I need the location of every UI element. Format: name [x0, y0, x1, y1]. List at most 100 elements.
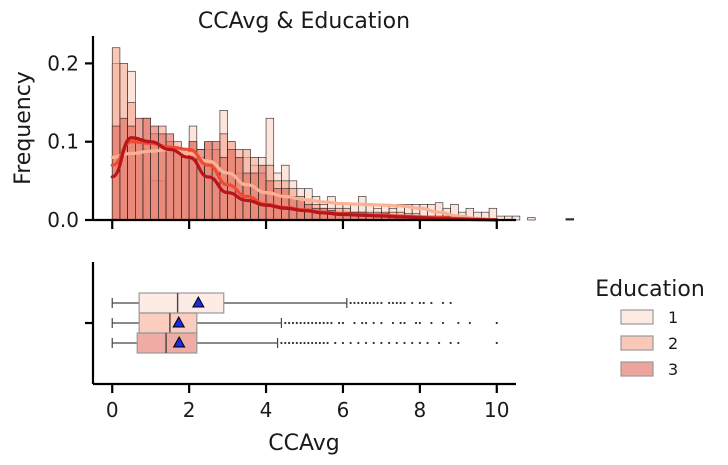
outlier-point — [418, 341, 421, 345]
legend-label: 2 — [668, 334, 678, 353]
outlier-point — [322, 321, 325, 325]
box-iqr — [136, 332, 198, 354]
outlier-point — [311, 321, 314, 325]
outlier-point — [326, 341, 329, 345]
outlier-point — [403, 341, 406, 345]
outlier-point — [299, 341, 302, 345]
chart-title: CCAvg & Education — [198, 9, 410, 34]
x-tick-label: 0 — [106, 398, 119, 422]
outlier-point — [391, 321, 395, 325]
legend-title: Education — [595, 277, 705, 302]
kde-line-3 — [110, 136, 499, 222]
outlier-point — [395, 301, 398, 305]
boxplot-axes: 0 2 4 6 8 10 — [85, 262, 516, 422]
outlier-point — [380, 301, 383, 305]
outlier-point — [291, 321, 295, 325]
outlier-point — [457, 341, 460, 345]
histogram-bar — [135, 117, 144, 221]
outlier-point — [430, 301, 433, 305]
outlier-point — [399, 321, 402, 325]
legend-entry-3: 3 — [620, 360, 678, 379]
outlier-point — [426, 341, 429, 345]
outlier-point — [322, 341, 325, 345]
y-tick-label: 0.2 — [47, 51, 79, 75]
outlier-point — [495, 321, 498, 325]
outlier-point — [372, 341, 375, 345]
outlier-point — [391, 301, 395, 305]
box-iqr — [138, 312, 198, 334]
outlier-point — [341, 321, 345, 325]
outlier-point — [338, 321, 341, 325]
outlier-point — [395, 341, 398, 345]
outlier-point — [303, 341, 306, 345]
x-tick-label: 8 — [413, 398, 426, 422]
outlier-point — [457, 321, 460, 325]
histogram-axes: 0.0 0.1 0.2 — [47, 36, 516, 232]
outlier-point — [291, 341, 295, 345]
outlier-point — [495, 341, 498, 345]
outlier-point — [441, 321, 445, 325]
legend-entry-2: 2 — [620, 334, 678, 353]
outlier-point — [307, 341, 310, 345]
y-axis-label: Frequency — [11, 71, 36, 185]
histogram-bar — [181, 157, 190, 221]
histogram-bar — [119, 117, 128, 221]
outlier-point — [364, 321, 368, 325]
mean-marker — [172, 335, 186, 348]
outlier-point — [411, 301, 414, 305]
outlier-point — [326, 321, 329, 325]
outlier-point — [449, 301, 452, 305]
legend-label: 3 — [668, 360, 678, 379]
histogram-bar — [150, 125, 159, 221]
boxplot-3 — [111, 332, 498, 354]
histogram-bar — [265, 180, 275, 221]
outlier-point — [388, 341, 391, 345]
histogram-bar — [173, 149, 182, 221]
outlier-point — [364, 341, 368, 345]
outlier-point — [372, 321, 375, 325]
outlier-point — [353, 321, 356, 325]
outlier-point — [403, 321, 406, 325]
legend-swatch — [620, 335, 654, 351]
outlier-point — [314, 321, 318, 325]
box-iqr — [138, 292, 225, 314]
outlier-point — [418, 321, 421, 325]
outlier-point — [334, 341, 337, 345]
outlier-point — [288, 321, 291, 325]
outlier-point — [403, 301, 406, 305]
outlier-point — [341, 341, 345, 345]
outlier-point — [411, 341, 414, 345]
histogram-bar — [142, 117, 151, 221]
outlier-point — [449, 341, 452, 345]
kde-lines — [110, 136, 499, 222]
boxplot-2 — [111, 312, 498, 334]
outlier-point — [284, 321, 287, 325]
outlier-point — [318, 341, 321, 345]
outlier-point — [364, 301, 368, 305]
histogram-bar — [527, 217, 536, 221]
outlier-point — [318, 321, 321, 325]
histogram-bar — [565, 218, 574, 221]
outlier-point — [380, 341, 383, 345]
outlier-point — [349, 341, 352, 345]
outlier-point — [295, 341, 298, 345]
outlier-point — [437, 341, 441, 345]
legend-swatch — [620, 361, 654, 377]
outlier-point — [307, 321, 310, 325]
boxplot-panel: 0 2 4 6 8 10 — [85, 262, 516, 422]
outlier-point — [311, 341, 314, 345]
histogram-bar — [281, 188, 290, 221]
outlier-point — [353, 301, 356, 305]
outlier-point — [372, 301, 375, 305]
outlier-point — [468, 321, 471, 325]
x-tick-label: 2 — [183, 398, 196, 422]
outlier-point — [380, 321, 383, 325]
outlier-point — [441, 301, 445, 305]
legend-label: 1 — [668, 308, 678, 327]
outlier-point — [280, 341, 283, 345]
outlier-point — [284, 341, 287, 345]
x-tick-label: 4 — [260, 398, 273, 422]
boxplots — [111, 292, 498, 354]
legend-entry-1: 1 — [620, 308, 678, 327]
